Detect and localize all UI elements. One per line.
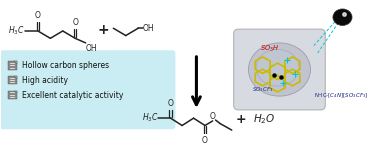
- Text: NHC-[$C_4N$][$SO_3CF_3$]: NHC-[$C_4N$][$SO_3CF_3$]: [314, 91, 368, 100]
- Polygon shape: [14, 61, 17, 64]
- Text: $H_3C$: $H_3C$: [142, 112, 159, 124]
- Text: OH: OH: [86, 44, 97, 53]
- Bar: [8, 91, 17, 99]
- Ellipse shape: [333, 9, 352, 26]
- Polygon shape: [14, 76, 17, 79]
- FancyBboxPatch shape: [234, 29, 325, 110]
- Bar: [8, 76, 17, 84]
- Text: O: O: [202, 136, 208, 145]
- Text: $H_2O$: $H_2O$: [253, 112, 275, 126]
- FancyBboxPatch shape: [0, 50, 175, 129]
- Text: O: O: [72, 18, 78, 27]
- Text: +: +: [98, 23, 110, 37]
- Text: O: O: [35, 11, 41, 20]
- Text: +: +: [236, 113, 246, 126]
- Text: $H_3C$: $H_3C$: [8, 25, 25, 37]
- Ellipse shape: [256, 49, 299, 86]
- Polygon shape: [14, 91, 17, 93]
- Text: High acidity: High acidity: [22, 76, 68, 85]
- Text: O: O: [168, 99, 174, 108]
- Text: OH: OH: [143, 24, 155, 33]
- Bar: [8, 61, 17, 69]
- Text: O: O: [210, 112, 215, 121]
- Ellipse shape: [248, 43, 310, 96]
- Text: $SO_3CF_3$: $SO_3CF_3$: [251, 85, 273, 94]
- Text: Hollow carbon spheres: Hollow carbon spheres: [22, 61, 109, 70]
- Text: $SO_3H$: $SO_3H$: [260, 44, 280, 54]
- Text: Excellent catalytic activity: Excellent catalytic activity: [22, 91, 123, 100]
